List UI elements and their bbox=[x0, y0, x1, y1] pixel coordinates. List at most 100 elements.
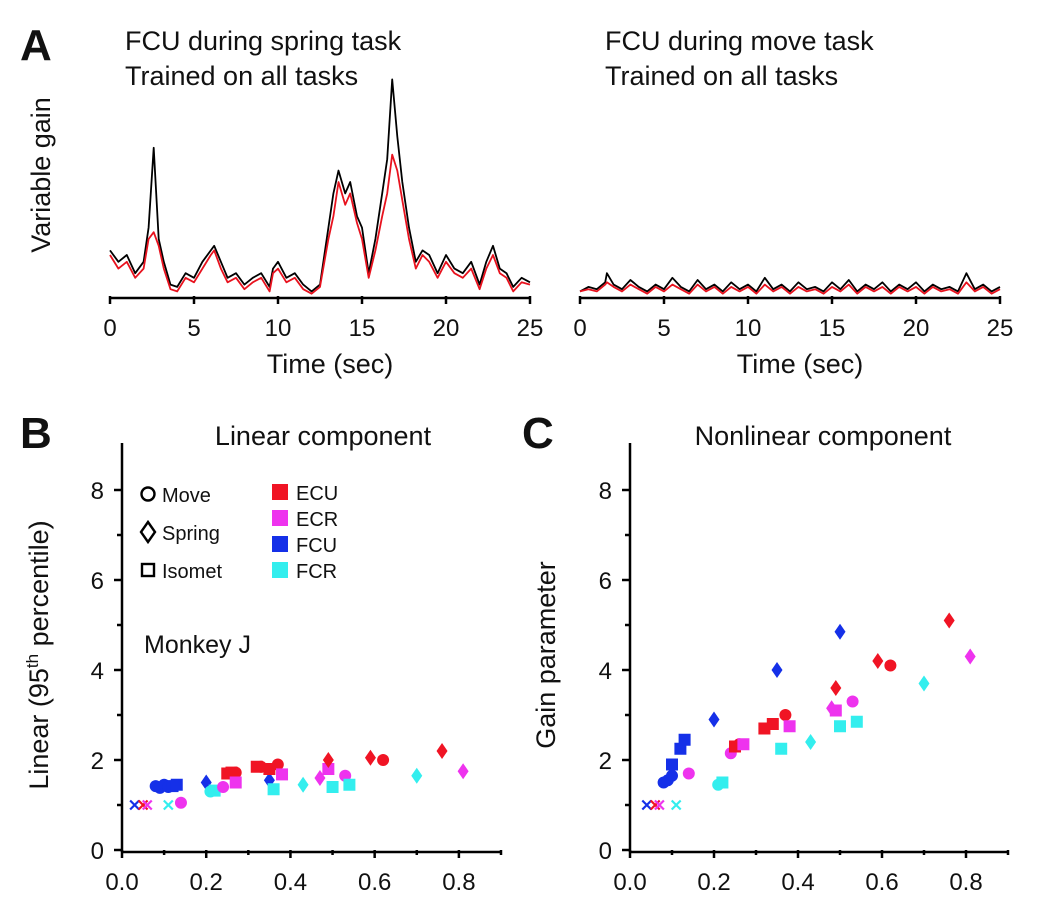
c-xtick-label-4: 0.8 bbox=[949, 869, 982, 896]
legend-fcu-label: FCU bbox=[296, 535, 337, 557]
c-point-0 bbox=[641, 799, 653, 811]
legend-ecu-swatch bbox=[272, 484, 288, 500]
legend-circle-shape bbox=[140, 486, 156, 502]
b-point-26 bbox=[297, 776, 309, 793]
a-right-xtick-label-3: 15 bbox=[819, 315, 846, 342]
legend-ecu-label: ECU bbox=[296, 483, 338, 505]
a-ylabel: Variable gain bbox=[26, 97, 56, 253]
c-ylabel: Gain parameter bbox=[531, 561, 561, 749]
b-ylabel: Linear (95th percentile) bbox=[23, 520, 54, 789]
panel-label-a: A bbox=[20, 21, 52, 70]
b-point-29 bbox=[322, 752, 334, 768]
b-point-30 bbox=[326, 781, 339, 793]
a-right-title-line1: FCU during move task bbox=[605, 26, 874, 56]
b-ytick-label-4: 8 bbox=[91, 478, 104, 505]
a-left-xtick-label-2: 10 bbox=[265, 315, 292, 342]
c-point-23 bbox=[783, 720, 796, 733]
c-ytick-label-4: 8 bbox=[599, 478, 612, 505]
a-right-xtick-label-0: 0 bbox=[573, 315, 586, 342]
c-point-9 bbox=[678, 733, 691, 746]
b-point-1 bbox=[137, 799, 149, 811]
c-xtick-label-2: 0.4 bbox=[781, 869, 814, 896]
c-ytick-label-1: 2 bbox=[599, 748, 612, 775]
legend-fcr-label: FCR bbox=[296, 561, 337, 583]
c-point-1 bbox=[649, 799, 661, 811]
legend-diamond-shape bbox=[139, 519, 157, 545]
panel-a-left-chart: FCU during spring task Trained on all ta… bbox=[26, 26, 543, 379]
c-ytick-label-0: 0 bbox=[599, 838, 612, 865]
b-point-32 bbox=[343, 778, 356, 791]
c-point-28 bbox=[834, 623, 846, 640]
panel-label-c: C bbox=[522, 409, 554, 458]
b-xtick-label-0: 0.0 bbox=[105, 869, 138, 896]
a-left-xlabel: Time (sec) bbox=[267, 349, 394, 379]
b-point-2 bbox=[141, 799, 153, 811]
b-point-23 bbox=[267, 783, 280, 796]
a-right-xtick-label-2: 10 bbox=[735, 315, 762, 342]
panel-b-chart: Linear component Linear (95th percentile… bbox=[23, 421, 503, 896]
b-legend: Move Spring Isomet ECU ECR FCU FCR bbox=[139, 483, 338, 583]
a-left-xtick-label-5: 25 bbox=[517, 315, 544, 342]
c-point-11 bbox=[708, 711, 720, 728]
a-left-trace-red bbox=[109, 153, 531, 295]
c-point-31 bbox=[850, 715, 863, 728]
b-annotation-monkey: Monkey J bbox=[144, 631, 251, 659]
c-point-20 bbox=[771, 662, 783, 678]
b-title: Linear component bbox=[215, 421, 432, 451]
c-point-29 bbox=[834, 720, 846, 733]
panel-c-chart: Nonlinear component Gain parameter 0.0 0.… bbox=[531, 421, 1010, 896]
a-right-xlabel: Time (sec) bbox=[737, 349, 864, 379]
b-point-25 bbox=[276, 768, 289, 781]
b-xtick-label-2: 0.4 bbox=[274, 869, 307, 896]
c-point-22 bbox=[779, 709, 792, 721]
c-point-6 bbox=[666, 769, 678, 782]
b-point-14 bbox=[217, 781, 230, 793]
b-xtick-label-4: 0.8 bbox=[442, 869, 475, 896]
c-point-36 bbox=[964, 648, 976, 665]
c-xtick-label-0: 0.0 bbox=[613, 869, 646, 896]
legend-square-shape bbox=[140, 562, 156, 578]
a-right-xtick-label-4: 20 bbox=[903, 315, 930, 342]
a-left-trace-black bbox=[109, 78, 531, 293]
panel-a-right-chart: FCU during move task Trained on all task… bbox=[573, 26, 1013, 379]
c-xtick-label-1: 0.2 bbox=[697, 869, 730, 896]
b-point-0 bbox=[129, 799, 140, 811]
a-left-xtick-label-3: 15 bbox=[349, 315, 376, 342]
a-left-xtick-label-0: 0 bbox=[103, 315, 116, 342]
b-point-18 bbox=[229, 776, 242, 789]
legend-fcr-swatch bbox=[272, 562, 288, 578]
b-xtick-label-3: 0.6 bbox=[358, 869, 391, 896]
b-ytick-label-0: 0 bbox=[91, 838, 104, 865]
b-point-37 bbox=[457, 763, 469, 780]
legend-fcu-swatch bbox=[272, 536, 288, 552]
a-right-trace-red bbox=[579, 281, 1001, 295]
c-point-13 bbox=[716, 776, 729, 789]
b-point-10 bbox=[174, 796, 187, 809]
c-point-32 bbox=[872, 653, 884, 669]
legend-ecr-swatch bbox=[272, 510, 288, 526]
a-right-trace-black bbox=[579, 272, 1001, 293]
b-point-9 bbox=[170, 778, 183, 791]
a-left-xtick-label-4: 20 bbox=[433, 315, 460, 342]
a-right-xtick-label-5: 25 bbox=[987, 315, 1014, 342]
c-ytick-label-2: 4 bbox=[599, 658, 612, 685]
c-point-24 bbox=[805, 734, 817, 750]
b-point-28 bbox=[322, 763, 335, 775]
b-point-17 bbox=[229, 766, 242, 779]
c-point-26 bbox=[829, 704, 842, 717]
b-point-35 bbox=[411, 767, 423, 784]
b-ytick-label-3: 6 bbox=[91, 568, 104, 595]
b-point-36 bbox=[436, 743, 448, 759]
panel-label-b: B bbox=[20, 409, 52, 458]
b-point-3 bbox=[163, 799, 174, 811]
a-right-title-line2: Trained on all tasks bbox=[605, 61, 838, 91]
b-xtick-label-1: 0.2 bbox=[190, 869, 223, 896]
legend-move-label: Move bbox=[162, 485, 211, 507]
c-point-2 bbox=[654, 799, 665, 811]
legend-ecr-label: ECR bbox=[296, 509, 338, 531]
a-right-xtick-label-1: 5 bbox=[657, 315, 670, 342]
b-point-24 bbox=[271, 758, 284, 771]
c-xtick-label-3: 0.6 bbox=[865, 869, 898, 896]
a-left-xtick-label-1: 5 bbox=[187, 315, 200, 342]
